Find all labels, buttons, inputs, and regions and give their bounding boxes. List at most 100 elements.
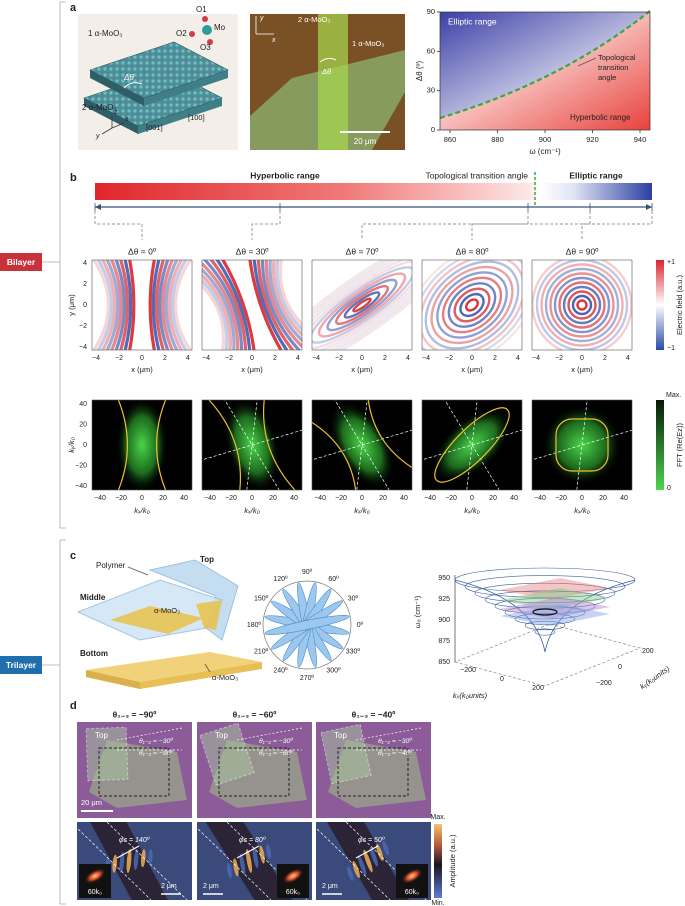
x-tick-label: 40 [290, 495, 298, 502]
axis-label: x (μm) [351, 365, 373, 374]
axis-arrow [111, 122, 125, 129]
x-tick-label: −40 [204, 495, 216, 502]
atom [189, 31, 195, 37]
label: 2 μm [322, 883, 338, 890]
x-tick-label: 4 [186, 355, 190, 362]
asymptote [576, 400, 588, 490]
dispersion-ring [524, 620, 566, 631]
label: 20 μm [81, 798, 102, 807]
x-tick-label: −20 [225, 495, 237, 502]
wave-front [128, 260, 136, 350]
polariton-fringe [239, 853, 246, 875]
x-tick-label: 2 [493, 355, 497, 362]
frequency-plane [500, 604, 610, 626]
polar-label: 210º [254, 648, 269, 655]
wave-front [260, 260, 302, 350]
x-tick-label: 4 [516, 355, 520, 362]
label: 60k₀ [88, 889, 102, 896]
label: −1 [667, 345, 675, 352]
x-tick-label: 20 [159, 495, 167, 502]
y-tick-label: 4 [83, 260, 87, 267]
polariton-fringe [266, 844, 272, 859]
angle-guide [236, 727, 303, 751]
near-field-image: φc = 140º 60k₀ 2 μm [77, 822, 192, 900]
y-tick-label: −200 [596, 680, 612, 687]
y-tick-label: 40 [79, 401, 87, 408]
label: Topological [598, 53, 636, 62]
edge-guide [197, 827, 272, 900]
axis-label: kₓ/k₀ [574, 506, 590, 515]
wave-front [105, 260, 120, 350]
wave-ring [558, 281, 606, 329]
wave-front [151, 260, 161, 350]
map-frame [311, 259, 413, 351]
slab-side [86, 670, 140, 689]
polar-label: 90º [302, 569, 313, 576]
crossing [532, 608, 558, 616]
label: [001] [146, 123, 163, 132]
slab-side [138, 98, 222, 134]
x-tick-label: 40 [180, 495, 188, 502]
connector [94, 211, 143, 240]
label: θ₁₋₃ = −60º [259, 750, 293, 757]
x-tick-label: −4 [532, 355, 540, 362]
polariton-fringe [140, 849, 146, 868]
isofrequency [312, 400, 412, 490]
wave-ring [312, 260, 412, 350]
isofrequency-curve [117, 400, 128, 490]
polar-label: 330º [346, 648, 361, 655]
wave-ring [312, 266, 412, 344]
polar-label: 180º [247, 622, 262, 629]
arrow-head [95, 204, 101, 210]
wave-ring [571, 294, 593, 316]
x-tick-label: −4 [92, 355, 100, 362]
overlap-region [337, 747, 409, 797]
label: ω₀ (cm⁻¹) [413, 595, 422, 628]
label: x [124, 116, 129, 123]
label: Elliptic range [569, 170, 623, 180]
wave-front [167, 260, 184, 350]
wave-front [278, 260, 302, 346]
label: x [271, 37, 276, 44]
label: angle [598, 73, 616, 82]
x-tick-label: −2 [115, 355, 123, 362]
label: Hyperbolic range [250, 170, 320, 180]
axis-label: x (μm) [571, 365, 593, 374]
angle-arc [319, 57, 337, 63]
x-tick-label: 2 [383, 355, 387, 362]
label: Electric field (a.u.) [675, 274, 684, 335]
dispersion-ring [474, 582, 616, 604]
x-tick-label: −200 [460, 667, 476, 674]
label: φc = 80º [239, 837, 266, 844]
field-map [532, 260, 632, 350]
x-tick-label: −20 [445, 495, 457, 502]
field-bg [312, 260, 412, 350]
label: Mo [214, 23, 226, 32]
z-tick-label: 850 [438, 659, 450, 666]
label: +1 [667, 259, 675, 266]
x-tick-label: −20 [335, 495, 347, 502]
wave-ring [459, 292, 485, 318]
label: θ₁₋₂ = −30º [259, 738, 293, 745]
x-tick-label: 2 [603, 355, 607, 362]
slab-side [144, 70, 228, 106]
wave-ring [422, 260, 522, 350]
fft-glow [116, 400, 168, 490]
axis-label: ω (cm⁻¹) [529, 147, 561, 156]
x-tick-label: 880 [491, 135, 504, 144]
isofrequency-curve [555, 418, 609, 472]
x-tick-label: 4 [406, 355, 410, 362]
axis-label: x (μm) [131, 365, 153, 374]
flake-strip [318, 14, 348, 150]
wave-front [154, 260, 165, 350]
label: θ₁₋₃ = −40º [378, 750, 412, 757]
polariton-fringe [112, 854, 118, 873]
flake [196, 600, 222, 630]
wave-front [170, 260, 188, 350]
polariton-fringe [233, 858, 239, 877]
polariton-fringe [226, 863, 232, 878]
y-tick-label: −4 [79, 344, 87, 351]
panel-title: Δθ = 70º [346, 246, 379, 256]
x-tick-label: 4 [296, 355, 300, 362]
x-tick-label: 860 [444, 135, 457, 144]
